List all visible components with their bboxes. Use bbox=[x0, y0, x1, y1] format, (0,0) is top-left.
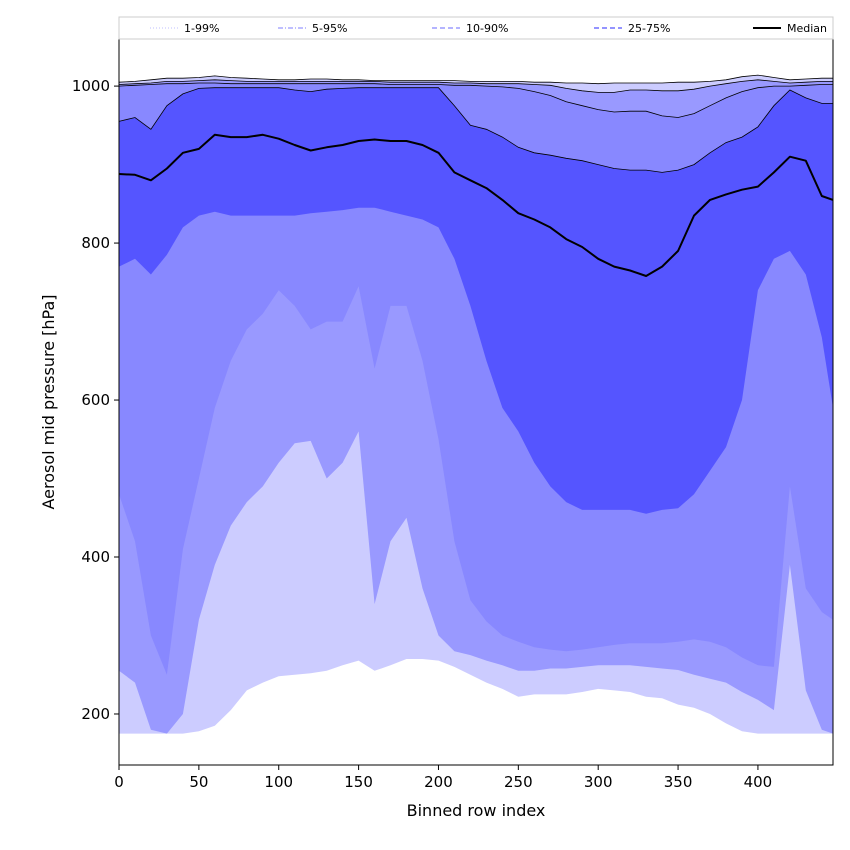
x-tick-label: 200 bbox=[424, 773, 453, 791]
x-axis: 0 50 100 150 200 250 300 350 400 bbox=[114, 765, 772, 791]
legend-label: 25-75% bbox=[628, 22, 670, 35]
x-tick-label: 50 bbox=[189, 773, 208, 791]
x-tick-label: 250 bbox=[504, 773, 533, 791]
x-tick-label: 300 bbox=[584, 773, 613, 791]
band-edge-25-75pct bbox=[118, 87, 833, 173]
x-tick-label: 400 bbox=[744, 773, 773, 791]
y-axis: 200 400 600 800 1000 bbox=[72, 77, 119, 723]
y-tick-label: 600 bbox=[81, 391, 110, 409]
y-tick-label: 200 bbox=[81, 705, 110, 723]
percentile-bands bbox=[118, 74, 833, 734]
band-edge-1-99pct bbox=[118, 74, 833, 85]
median-series bbox=[118, 133, 834, 277]
band-edge-5-95pct bbox=[118, 79, 833, 93]
y-tick-label: 1000 bbox=[72, 77, 110, 95]
y-tick-label: 400 bbox=[81, 548, 110, 566]
legend-label: 1-99% bbox=[184, 22, 219, 35]
x-tick-label: 350 bbox=[664, 773, 693, 791]
y-tick-label: 800 bbox=[81, 234, 110, 252]
legend-label: 10-90% bbox=[466, 22, 508, 35]
legend-box bbox=[118, 16, 834, 40]
legend-label: Median bbox=[787, 22, 827, 35]
legend: 1-99% 5-95% 10-90% 25-75% Median bbox=[118, 16, 834, 40]
x-tick-label: 0 bbox=[114, 773, 124, 791]
band-edge-10-90pct bbox=[118, 82, 833, 118]
band-25-75pct bbox=[119, 87, 833, 514]
x-axis-title: Binned row index bbox=[407, 801, 546, 820]
y-axis-title: Aerosol mid pressure [hPa] bbox=[39, 294, 58, 509]
median-line bbox=[118, 133, 834, 277]
x-tick-label: 150 bbox=[344, 773, 373, 791]
legend-label: 5-95% bbox=[312, 22, 347, 35]
x-tick-label: 100 bbox=[264, 773, 293, 791]
legend-items: 1-99% 5-95% 10-90% 25-75% Median bbox=[150, 22, 827, 35]
